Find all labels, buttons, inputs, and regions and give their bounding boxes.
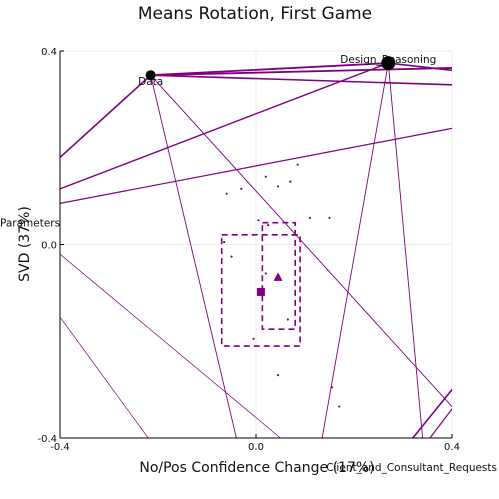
edge-line: [150, 74, 452, 408]
data-point: [264, 272, 267, 275]
y-axis-label: SVD (37%): [17, 206, 33, 282]
plot-clip-group: [60, 62, 452, 438]
data-point: [223, 240, 226, 244]
spread-box: [261, 221, 296, 330]
x-axis-label: No/Pos Confidence Change (17%): [139, 460, 374, 476]
spread-box: [220, 234, 301, 347]
edge-line: [429, 408, 452, 438]
data-point: [276, 185, 280, 188]
data-point: [291, 233, 294, 236]
edge-line: [411, 388, 452, 438]
data-point: [240, 187, 243, 190]
edge-line: [60, 62, 389, 190]
data-point: [308, 216, 311, 219]
y-tick-label: 0.4: [41, 47, 57, 58]
y-tick-label: 0.0: [41, 241, 57, 252]
chart-title: Means Rotation, First Game: [138, 4, 372, 24]
edge-line: [387, 62, 424, 438]
node-label: Parameters: [0, 218, 60, 230]
data-point: [328, 216, 331, 219]
node-label: Client_and_Consultant_Requests: [326, 462, 497, 474]
edge-line: [60, 74, 152, 159]
edge-line: [149, 67, 452, 77]
data-point: [225, 192, 228, 195]
data-point: [330, 386, 334, 389]
edge-line: [149, 74, 452, 86]
data-point: [338, 405, 341, 408]
data-point: [257, 219, 260, 222]
x-tick-label: -0.4: [50, 442, 70, 453]
edge-line: [149, 62, 390, 77]
data-point: [286, 318, 289, 321]
data-point: [296, 163, 299, 166]
data-point: [252, 337, 255, 340]
edge-line: [60, 127, 452, 204]
mean-marker-square: [256, 287, 265, 296]
data-point: [276, 374, 280, 377]
edge-line: [60, 253, 281, 438]
x-tick-label: 0.0: [248, 442, 264, 453]
data-point: [267, 224, 270, 227]
y-tick-label: -0.4: [37, 434, 57, 445]
data-point: [289, 180, 292, 183]
data-point: [230, 255, 233, 258]
node-label: Design_Reasoning: [340, 54, 436, 66]
x-tick-label: 0.4: [444, 442, 460, 453]
edge-line: [387, 62, 452, 72]
node-label: Data: [138, 76, 163, 88]
edge-line: [321, 62, 389, 438]
edge-line: [150, 74, 237, 438]
mean-marker-triangle: [273, 272, 283, 281]
node-marker: [381, 56, 396, 71]
edge-line: [60, 316, 149, 438]
data-point: [264, 175, 267, 178]
node-marker: [145, 70, 156, 81]
plot-area: -0.4-0.4 0.0 0.0 0.4 0.4 Data Design_Reasoning…: [0, 47, 497, 474]
